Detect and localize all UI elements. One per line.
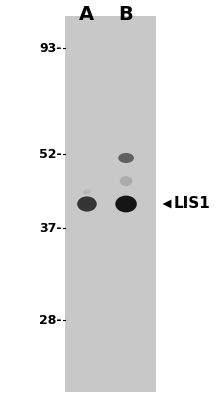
- Text: LIS1: LIS1: [174, 196, 211, 212]
- Text: A: A: [79, 4, 95, 24]
- Text: 37-: 37-: [39, 222, 62, 234]
- Ellipse shape: [115, 196, 137, 212]
- Ellipse shape: [118, 153, 134, 163]
- Ellipse shape: [83, 190, 91, 194]
- Text: 28-: 28-: [39, 314, 62, 326]
- Ellipse shape: [120, 176, 132, 186]
- Ellipse shape: [77, 196, 97, 212]
- Bar: [65, 16, 156, 392]
- Text: B: B: [119, 4, 134, 24]
- Text: 93-: 93-: [40, 42, 62, 54]
- Text: 52-: 52-: [39, 148, 62, 160]
